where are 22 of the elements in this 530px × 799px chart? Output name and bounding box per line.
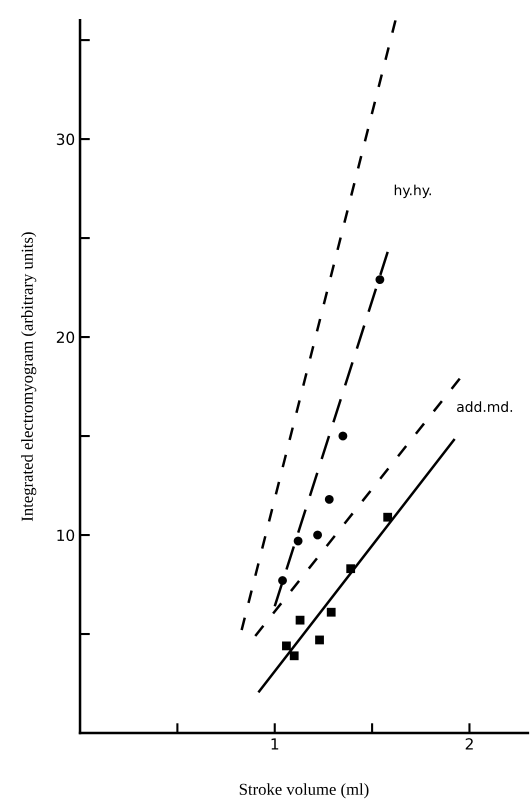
annotation: add.md. bbox=[457, 401, 512, 412]
point bbox=[324, 495, 334, 504]
point bbox=[278, 576, 287, 585]
y-tick-label: 20 bbox=[56, 332, 74, 344]
x-axis-title: Stroke volume (ml) bbox=[240, 783, 368, 798]
point bbox=[282, 642, 291, 650]
point bbox=[338, 432, 348, 440]
point bbox=[315, 636, 324, 644]
point bbox=[376, 275, 384, 284]
point bbox=[326, 608, 336, 617]
point bbox=[313, 530, 322, 540]
point bbox=[296, 616, 304, 625]
x-tick-label: 2 bbox=[466, 738, 473, 750]
point bbox=[290, 651, 299, 660]
y-tick-label: 10 bbox=[57, 529, 74, 542]
point bbox=[383, 512, 392, 522]
y-tick-label: 30 bbox=[56, 134, 74, 146]
annotation: hy.hy. bbox=[394, 184, 431, 198]
x-tick-label: 1 bbox=[272, 738, 278, 750]
point bbox=[294, 536, 303, 546]
y-axis-title: Integrated electromyogram (arbitrary units) bbox=[21, 232, 36, 522]
point bbox=[346, 564, 356, 574]
